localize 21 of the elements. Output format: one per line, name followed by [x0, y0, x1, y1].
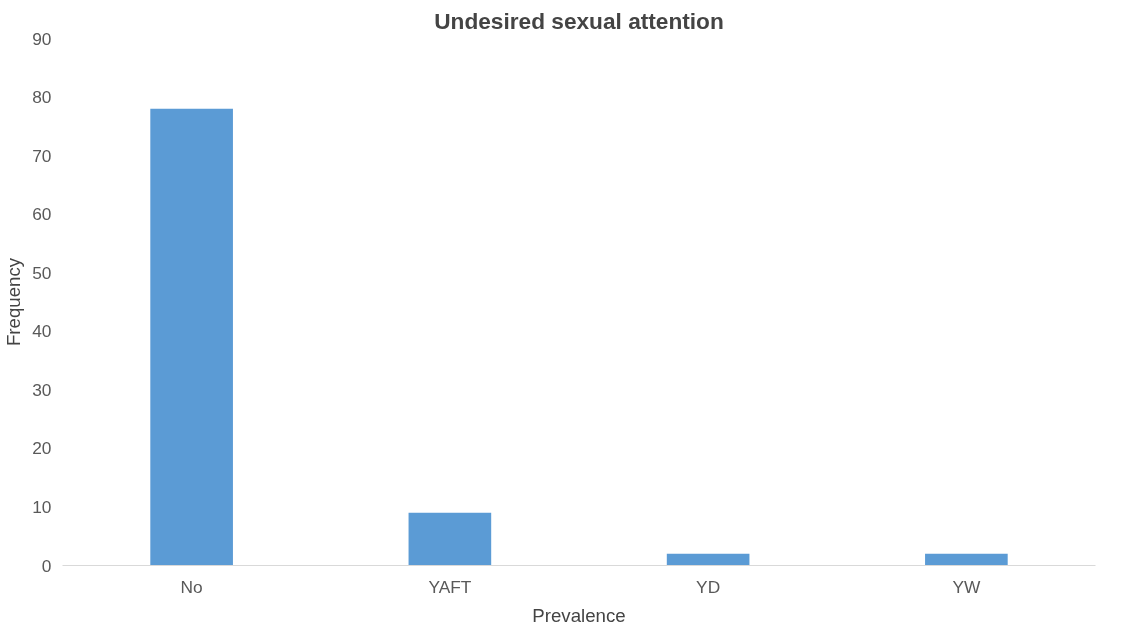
chart-title: Undesired sexual attention [434, 7, 724, 34]
bar [408, 512, 492, 566]
y-tick-label: 90 [32, 28, 52, 49]
y-tick-label: 40 [32, 321, 52, 342]
y-tick-label: 0 [41, 555, 52, 576]
y-axis-title: Frequency [3, 257, 25, 347]
y-tick-label: 50 [32, 262, 52, 283]
bar [666, 553, 750, 566]
y-tick-label: 20 [32, 438, 52, 459]
x-tick-label: YD [696, 576, 721, 597]
y-tick-label: 60 [32, 204, 52, 225]
bar [925, 553, 1008, 566]
y-tick-label: 10 [32, 496, 52, 517]
y-tick-label: 80 [32, 87, 52, 108]
y-tick-label: 70 [32, 145, 52, 166]
x-axis-title: Prevalence [532, 604, 626, 626]
x-tick-label: YW [952, 576, 981, 597]
y-tick-label: 30 [32, 379, 52, 400]
x-tick-label: No [180, 576, 203, 597]
x-tick-label: YAFT [428, 576, 472, 597]
bar [150, 108, 233, 566]
